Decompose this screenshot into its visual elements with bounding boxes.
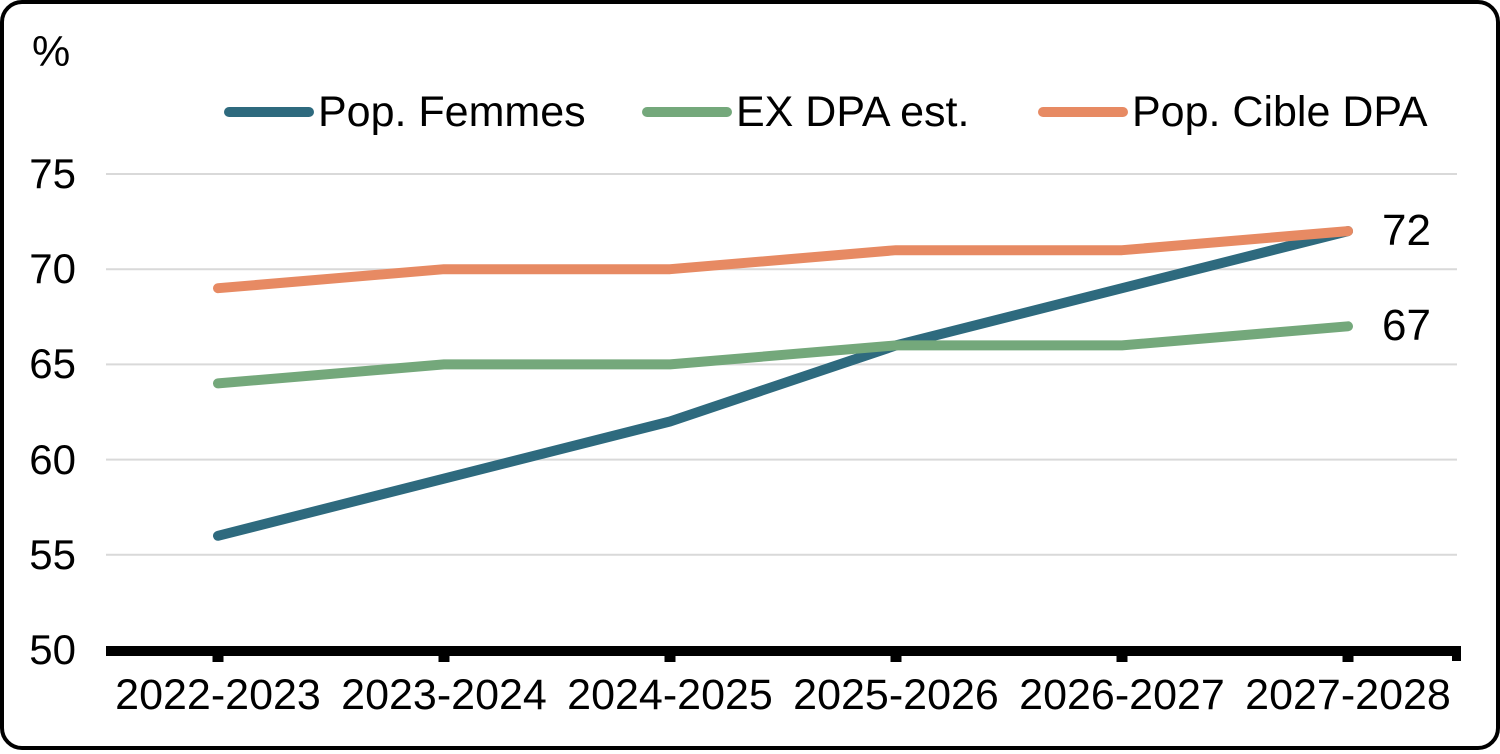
- y-axis-unit-label: %: [32, 28, 71, 76]
- legend-item-ex-dpa-est: EX DPA est.: [642, 87, 970, 136]
- x-axis-tick-mark: [890, 656, 902, 662]
- x-tick-2023-2024: 2023-2024: [341, 671, 547, 719]
- y-tick-70: 70: [29, 245, 76, 293]
- series-line-pop-femmes: [213, 226, 1353, 541]
- y-tick-55: 55: [29, 530, 76, 578]
- y-tick-50: 50: [29, 626, 76, 673]
- x-tick-2024-2025: 2024-2025: [567, 671, 773, 719]
- series-line-pop-cible-dpa: [213, 226, 1353, 294]
- legend-item-pop-cible-dpa: Pop. Cible DPA: [1038, 87, 1428, 136]
- x-axis-line: [106, 646, 1461, 656]
- gridlines: [106, 173, 1457, 556]
- x-axis-tick-mark: [438, 656, 450, 662]
- legend-swatch-ex-dpa-est-icon: [642, 107, 732, 117]
- data-label-67: 67: [1382, 301, 1431, 351]
- x-axis-tick-mark: [212, 656, 224, 662]
- legend-label-pop-femmes: Pop. Femmes: [318, 87, 586, 136]
- x-axis-end-tick-mark: [1452, 656, 1461, 661]
- x-tick-2022-2023: 2022-2023: [115, 671, 321, 719]
- legend-label-ex-dpa-est: EX DPA est.: [736, 87, 970, 136]
- legend-swatch-pop-femmes-icon: [224, 107, 314, 117]
- legend-item-pop-femmes: Pop. Femmes: [224, 87, 586, 136]
- y-tick-65: 65: [29, 340, 76, 388]
- data-label-72: 72: [1382, 206, 1431, 256]
- series-line-ex-dpa-est-: [213, 321, 1353, 389]
- legend-label-pop-cible-dpa: Pop. Cible DPA: [1132, 87, 1428, 136]
- x-axis-tick-mark: [664, 656, 676, 662]
- legend-swatch-pop-cible-dpa-icon: [1038, 107, 1128, 117]
- x-tick-2026-2027: 2026-2027: [1019, 671, 1225, 719]
- y-tick-75: 75: [29, 150, 76, 197]
- plot-area: [106, 173, 1461, 662]
- x-axis-tick-mark: [1116, 656, 1128, 662]
- x-tick-2027-2028: 2027-2028: [1245, 671, 1451, 719]
- x-axis-tick-mark: [1342, 656, 1354, 662]
- x-axis: [106, 646, 1461, 662]
- series-lines: [213, 226, 1353, 541]
- legend: Pop. Femmes EX DPA est. Pop. Cible DPA: [4, 87, 1500, 136]
- x-tick-2025-2026: 2025-2026: [793, 671, 999, 719]
- y-tick-60: 60: [29, 435, 76, 483]
